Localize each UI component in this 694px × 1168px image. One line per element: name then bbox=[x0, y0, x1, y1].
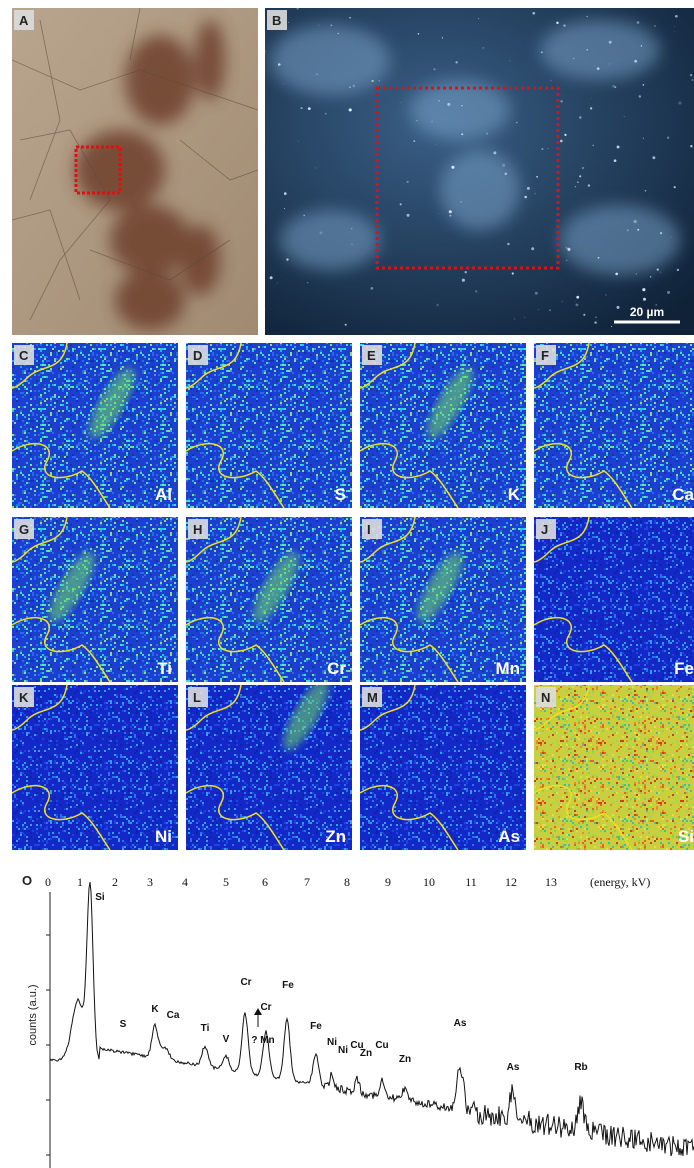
peak-label: As bbox=[507, 1062, 520, 1073]
peak-label: As bbox=[454, 1018, 467, 1029]
element-map bbox=[360, 685, 526, 850]
peak-label: Rb bbox=[574, 1062, 587, 1073]
panel-label: D bbox=[193, 348, 202, 363]
x-tick-label: 0 bbox=[45, 875, 51, 889]
element-label: Al bbox=[155, 485, 172, 504]
panel-label: K bbox=[19, 690, 29, 705]
peak-label: Zn bbox=[360, 1048, 372, 1059]
x-tick-label: 7 bbox=[304, 875, 310, 889]
scale-bar-label: 20 µm bbox=[630, 305, 664, 319]
element-map bbox=[360, 343, 526, 508]
element-map bbox=[12, 517, 178, 682]
element-label: Si bbox=[678, 827, 694, 846]
x-tick-label: 4 bbox=[182, 875, 188, 889]
panel-a-image bbox=[12, 8, 258, 335]
peak-label: Ni bbox=[338, 1045, 348, 1056]
element-label: Ti bbox=[157, 659, 172, 678]
panel-label: L bbox=[193, 690, 201, 705]
peak-label: Ca bbox=[167, 1010, 180, 1021]
panel-label: E bbox=[367, 348, 376, 363]
x-tick-label: 12 bbox=[505, 875, 517, 889]
annotation: ? Mn bbox=[251, 1035, 274, 1046]
panel-label: I bbox=[367, 522, 371, 537]
element-map bbox=[534, 343, 694, 508]
peak-label: S bbox=[120, 1019, 127, 1030]
x-tick-label: 13 bbox=[545, 875, 557, 889]
element-label: K bbox=[508, 485, 521, 504]
x-tick-label: 9 bbox=[385, 875, 391, 889]
peak-label: Cu bbox=[375, 1040, 388, 1051]
x-tick-label: 1 bbox=[77, 875, 83, 889]
figure: A B 20 µm C Al D S E K F Ca G Ti H Cr I Mn J Fe K Ni L Zn M A… bbox=[0, 0, 694, 1168]
peak-label: Ni bbox=[327, 1037, 337, 1048]
peak-label: K bbox=[151, 1004, 159, 1015]
panel-label: B bbox=[272, 13, 281, 28]
map-grid: C Al D S E K F Ca G Ti H Cr I Mn J Fe K Ni L Zn M As N Si bbox=[12, 343, 694, 850]
element-map bbox=[12, 343, 178, 508]
x-axis-unit: (energy, kV) bbox=[590, 875, 650, 889]
peak-label: Fe bbox=[282, 980, 294, 991]
peak-label: Zn bbox=[399, 1054, 411, 1065]
element-map bbox=[360, 517, 526, 682]
element-label: As bbox=[498, 827, 520, 846]
element-label: Ni bbox=[155, 827, 172, 846]
panel-label: A bbox=[19, 13, 29, 28]
x-tick-label: 10 bbox=[423, 875, 435, 889]
element-label: Cr bbox=[327, 659, 346, 678]
x-tick-label: 6 bbox=[262, 875, 268, 889]
element-map bbox=[534, 685, 694, 850]
panel-label: F bbox=[541, 348, 549, 363]
peak-label: Fe bbox=[310, 1021, 322, 1032]
element-map bbox=[534, 517, 694, 682]
element-map bbox=[186, 343, 352, 508]
peak-label: V bbox=[223, 1034, 230, 1045]
peak-label: Ti bbox=[201, 1023, 210, 1034]
peak-label: Si bbox=[95, 892, 105, 903]
panel-label: H bbox=[193, 522, 202, 537]
element-label: S bbox=[335, 485, 346, 504]
panel-label: G bbox=[19, 522, 29, 537]
element-map bbox=[186, 674, 352, 850]
x-tick-label: 3 bbox=[147, 875, 153, 889]
panel-label: M bbox=[367, 690, 378, 705]
element-label: Ca bbox=[672, 485, 694, 504]
element-map bbox=[12, 685, 178, 850]
spectrum-line bbox=[50, 882, 694, 1156]
panel-b-image bbox=[264, 7, 694, 335]
element-map bbox=[186, 517, 352, 682]
x-tick-label: 2 bbox=[112, 875, 118, 889]
panel-label: N bbox=[541, 690, 550, 705]
element-label: Fe bbox=[674, 659, 694, 678]
panel-label: C bbox=[19, 348, 29, 363]
element-label: Mn bbox=[495, 659, 520, 678]
x-tick-label: 11 bbox=[465, 875, 477, 889]
y-axis-ticks bbox=[46, 935, 50, 1155]
element-label: Zn bbox=[325, 827, 346, 846]
peak-label: Cr bbox=[260, 1002, 271, 1013]
peak-label: Cr bbox=[240, 977, 251, 988]
panel-label: O bbox=[22, 873, 32, 888]
panel-label: J bbox=[541, 522, 548, 537]
x-tick-label: 5 bbox=[223, 875, 229, 889]
x-tick-label: 8 bbox=[344, 875, 350, 889]
y-axis-label: counts (a.u.) bbox=[27, 984, 39, 1045]
